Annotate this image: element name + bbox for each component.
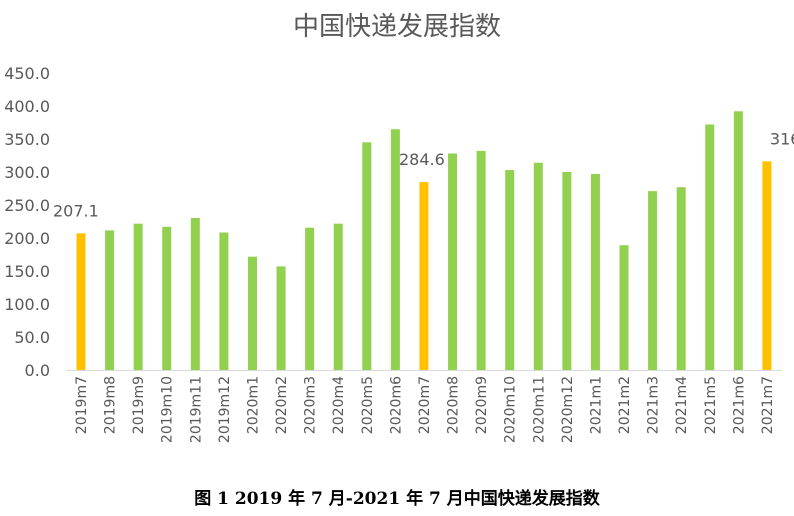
x-tick-label: 2021m6	[731, 376, 747, 434]
y-tick-label: 200.0	[4, 229, 50, 248]
bar-2020m4	[333, 223, 343, 370]
bar-chart: 0.0 50.0 100.0 150.0 200.0 250.0 300.0 350.0 400…	[4, 64, 794, 443]
bar-2020m11	[533, 162, 543, 370]
x-tick-label: 2021m7	[760, 376, 776, 434]
y-tick-label: 150.0	[4, 262, 50, 281]
bar-2021m2	[619, 245, 629, 370]
bar-2021m3	[648, 191, 658, 370]
bar-2019m8	[105, 230, 115, 370]
bar-2019m9	[133, 223, 143, 370]
x-tick-label: 2019m11	[188, 376, 204, 443]
bar-2020m10	[505, 170, 515, 370]
data-label: 207.1	[53, 201, 99, 220]
x-tick-label: 2021m2	[617, 376, 633, 434]
y-tick-label: 0.0	[25, 361, 50, 380]
x-tick-label: 2020m9	[474, 376, 490, 434]
bar-2020m12	[562, 172, 572, 370]
bar-2021m6	[733, 111, 743, 370]
y-tick-label: 400.0	[4, 97, 50, 116]
x-tick-label: 2019m12	[217, 376, 233, 443]
bar-2021m1	[590, 173, 600, 370]
x-tick-label: 2019m10	[160, 376, 176, 443]
x-tick-label: 2019m8	[103, 376, 119, 434]
x-tick-label: 2020m2	[274, 376, 290, 434]
bar-2020m8	[448, 153, 458, 370]
x-tick-label: 2020m11	[531, 376, 547, 443]
chart-title: 中国快递发展指数	[292, 12, 501, 42]
x-tick-label: 2021m3	[646, 376, 662, 434]
data-label: 316.2	[770, 129, 794, 148]
bar-2019m7	[76, 233, 86, 370]
x-tick-label: 2020m8	[446, 376, 462, 434]
x-tick-label: 2020m1	[245, 376, 261, 434]
y-tick-label: 300.0	[4, 163, 50, 182]
bar-2020m5	[362, 142, 372, 370]
y-tick-label: 50.0	[14, 328, 50, 347]
y-tick-label: 350.0	[4, 130, 50, 149]
figure-caption: 图 1 2019 年 7 月-2021 年 7 月中国快递发展指数	[194, 489, 600, 509]
bar-2020m1	[247, 256, 257, 370]
bar-2019m11	[190, 218, 200, 370]
bar-2019m10	[162, 226, 172, 370]
x-tick-label: 2019m7	[74, 376, 90, 434]
data-label: 284.6	[399, 150, 445, 169]
x-tick-label: 2019m9	[131, 376, 147, 434]
x-tick-label: 2020m10	[503, 376, 519, 443]
x-tick-label: 2020m3	[303, 376, 319, 434]
bar-2020m6	[390, 129, 400, 370]
x-tick-label: 2020m4	[331, 376, 347, 434]
y-tick-label: 100.0	[4, 295, 50, 314]
bar-2021m4	[676, 187, 686, 370]
x-tick-label: 2021m4	[674, 376, 690, 434]
x-tick-label: 2021m1	[588, 376, 604, 434]
x-tick-label: 2020m12	[560, 376, 576, 443]
x-tick-label: 2021m5	[703, 376, 719, 434]
y-tick-label: 450.0	[4, 64, 50, 83]
bar-2021m5	[705, 124, 715, 370]
bar-2020m3	[305, 227, 315, 370]
y-tick-label: 250.0	[4, 196, 50, 215]
x-tick-label: 2020m6	[388, 376, 404, 434]
bar-2020m2	[276, 266, 286, 370]
bar-2021m7	[762, 161, 772, 370]
bar-2020m9	[476, 150, 486, 370]
x-tick-label: 2020m7	[417, 376, 433, 434]
bar-2019m12	[219, 232, 229, 370]
bar-2020m7	[419, 182, 429, 370]
x-tick-label: 2020m5	[360, 376, 376, 434]
